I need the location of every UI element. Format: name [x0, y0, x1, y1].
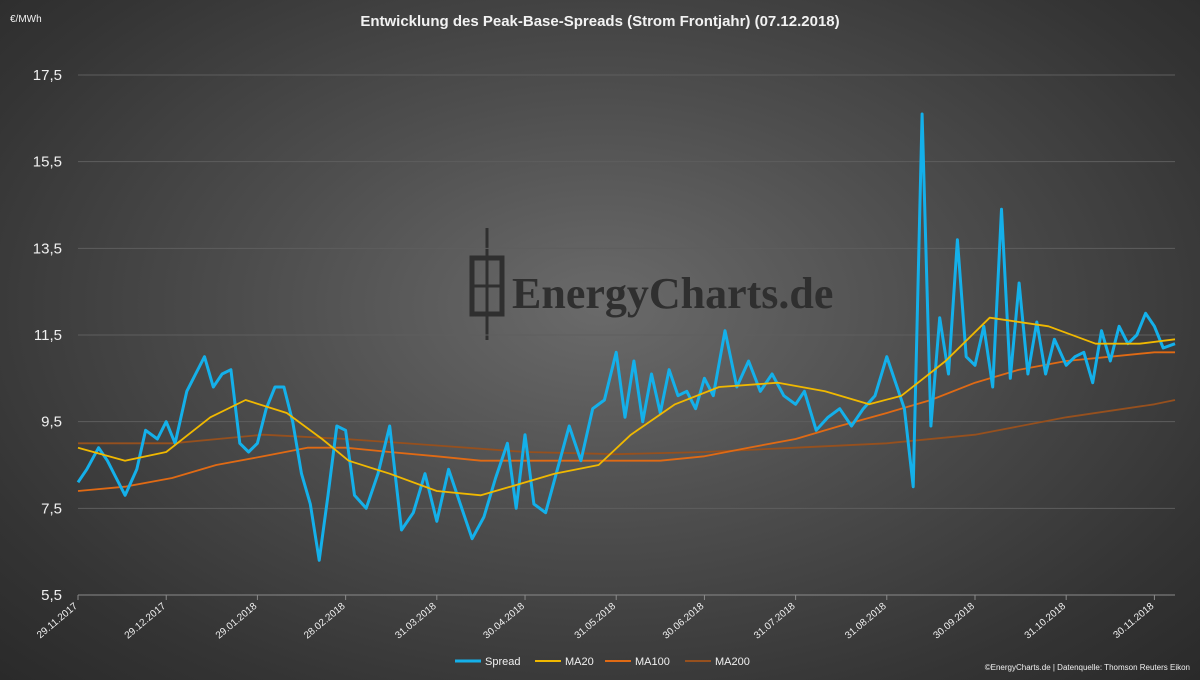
x-tick-label: 31.10.2018 — [1023, 601, 1069, 642]
series-line-ma200 — [78, 399, 1176, 456]
x-tick-label: 29.11.2017 — [35, 601, 80, 641]
x-tick-label: 29.01.2018 — [214, 601, 260, 642]
credit-text: ©EnergyCharts.de | Datenquelle: Thomson … — [985, 663, 1190, 672]
axes: 5,5 7,5 9,5 11,5 13,5 15,5 17,5 29.11.2017 29.12… — [33, 67, 1175, 641]
legend-item-ma100: MA100 — [605, 656, 670, 668]
legend-item-spread: Spread — [455, 656, 520, 668]
legend: Spread MA20 MA100 MA200 — [455, 656, 750, 668]
x-tick-label: 29.12.2017 — [123, 601, 169, 642]
chart-title: Entwicklung des Peak-Base-Spreads (Strom… — [360, 13, 839, 30]
series-line-spread — [76, 112, 1176, 562]
legend-item-ma20: MA20 — [535, 656, 594, 668]
x-tick-label: 30.11.2018 — [1111, 601, 1156, 641]
x-tick-label: 31.07.2018 — [752, 601, 798, 642]
y-tick-label: 15,5 — [33, 154, 62, 171]
legend-label: Spread — [485, 656, 520, 668]
y-tick-label: 17,5 — [33, 67, 62, 84]
y-tick-label: 13,5 — [33, 240, 62, 257]
x-tick-label: 31.05.2018 — [573, 601, 619, 642]
y-tick-label: 9,5 — [41, 414, 62, 431]
y-tick-label: 7,5 — [41, 500, 62, 517]
watermark-text: EnergyCharts.de — [512, 269, 833, 318]
y-tick-label: 5,5 — [41, 587, 62, 604]
series-line-ma20 — [77, 316, 1176, 497]
x-tick-label: 30.09.2018 — [932, 601, 978, 642]
x-tick-label: 30.06.2018 — [661, 601, 707, 642]
x-tick-label: 31.03.2018 — [393, 601, 439, 642]
y-tick-label: 11,5 — [34, 327, 62, 344]
grid — [78, 74, 1175, 596]
x-tick-label: 30.04.2018 — [482, 601, 528, 642]
legend-label: MA200 — [715, 656, 750, 668]
series-group — [76, 112, 1176, 562]
x-tick-label: 28.02.2018 — [302, 601, 348, 642]
legend-item-ma200: MA200 — [685, 656, 750, 668]
legend-label: MA100 — [635, 656, 670, 668]
x-tick-label: 31.08.2018 — [843, 601, 889, 642]
y-axis-unit: €/MWh — [10, 14, 42, 25]
watermark-candle-icon — [469, 228, 505, 340]
legend-label: MA20 — [565, 656, 594, 668]
